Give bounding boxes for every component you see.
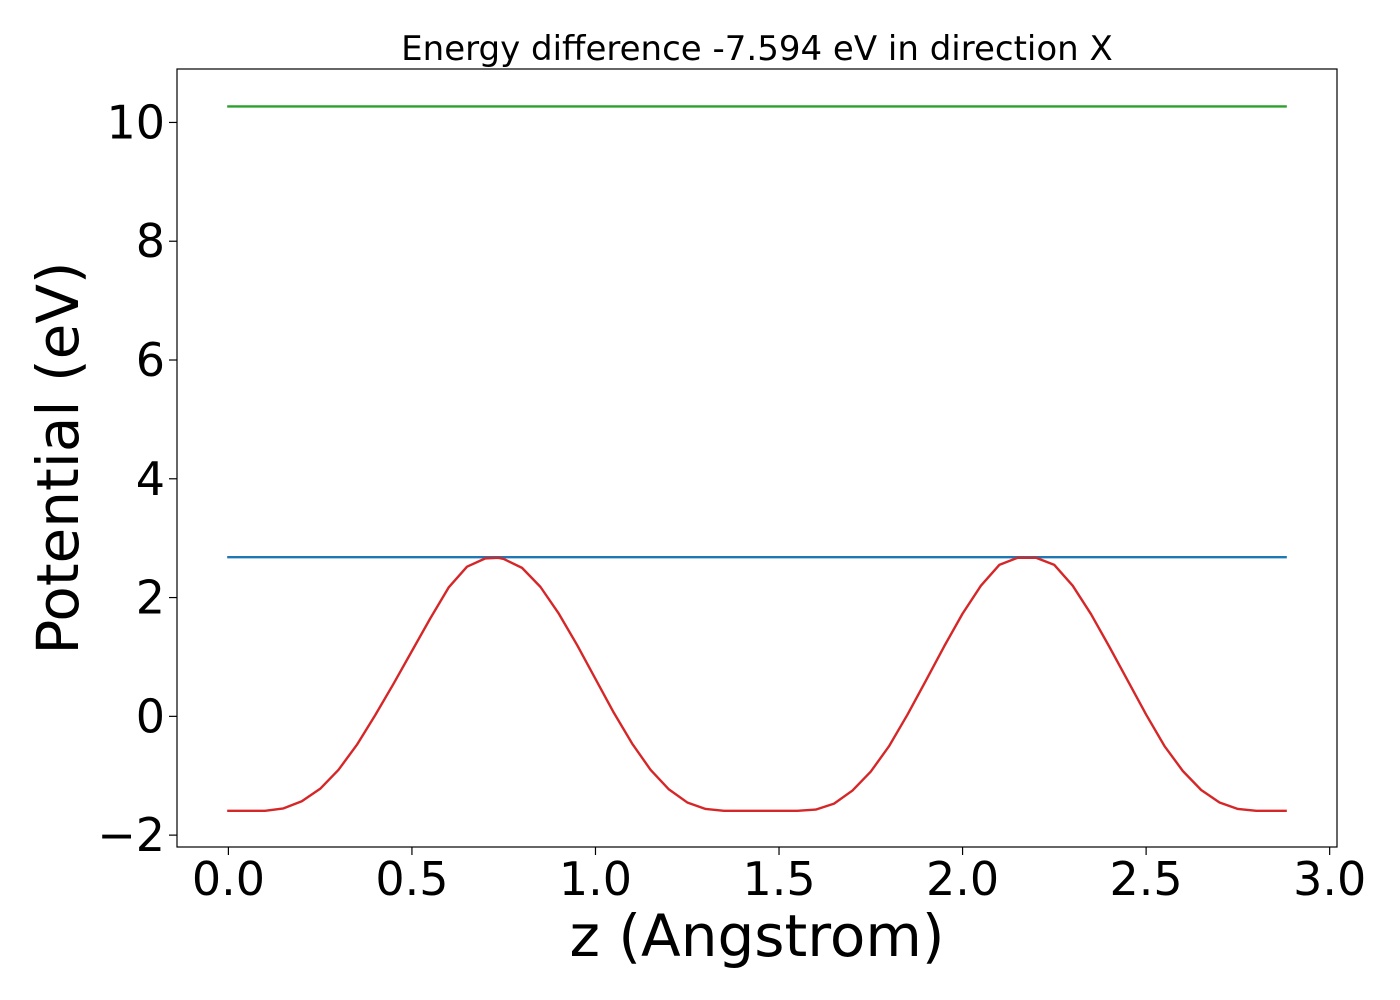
chart-title: Energy difference -7.594 eV in direction… — [401, 29, 1113, 69]
series-line-2 — [227, 556, 1287, 812]
x-tick-label: 2.5 — [1110, 852, 1183, 906]
x-tick-label: 3.0 — [1293, 852, 1366, 906]
y-axis: −2 0 2 4 6 8 10 — [97, 95, 177, 862]
y-tick-label: 2 — [136, 571, 165, 625]
x-axis-label: z (Angstrom) — [570, 902, 945, 970]
y-tick-label: 4 — [136, 452, 165, 506]
y-tick-label: −2 — [97, 808, 165, 862]
y-tick-label: 0 — [136, 689, 165, 743]
x-tick-label: 1.5 — [742, 852, 815, 906]
y-axis-label: Potential (eV) — [24, 261, 92, 654]
series-layer — [227, 105, 1287, 812]
x-tick-label: 1.0 — [559, 852, 632, 906]
y-tick-label: 8 — [136, 214, 165, 268]
x-axis: 0.0 0.5 1.0 1.5 2.0 2.5 3.0 — [192, 847, 1366, 906]
y-tick-label: 6 — [136, 333, 165, 387]
x-tick-label: 0.5 — [375, 852, 448, 906]
y-tick-label: 10 — [106, 95, 165, 149]
x-tick-label: 0.0 — [192, 852, 265, 906]
plot-frame — [176, 68, 1338, 848]
x-tick-label: 2.0 — [926, 852, 999, 906]
